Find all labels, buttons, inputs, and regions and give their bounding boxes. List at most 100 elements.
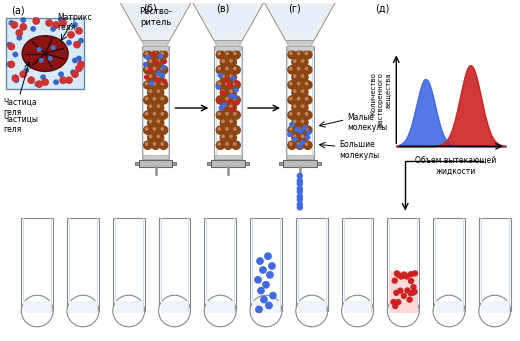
Circle shape (231, 76, 235, 80)
Circle shape (398, 288, 403, 293)
Circle shape (290, 143, 292, 145)
Circle shape (224, 81, 232, 89)
Bar (23, 301, 51, 313)
Circle shape (71, 70, 75, 74)
Text: Раство-
ритель: Раство- ритель (139, 7, 172, 27)
Circle shape (222, 75, 224, 77)
Polygon shape (268, 4, 332, 39)
Circle shape (294, 135, 296, 137)
Circle shape (232, 66, 240, 74)
Circle shape (222, 120, 224, 122)
Circle shape (37, 48, 41, 51)
Circle shape (8, 61, 15, 68)
Circle shape (294, 120, 296, 122)
Circle shape (393, 303, 398, 309)
Text: (в): (в) (216, 3, 230, 13)
Circle shape (305, 128, 308, 130)
Circle shape (261, 296, 267, 303)
Bar (161, 301, 188, 313)
Circle shape (297, 128, 300, 130)
Circle shape (162, 65, 165, 69)
Circle shape (63, 54, 67, 59)
Circle shape (23, 50, 28, 55)
Circle shape (218, 52, 220, 55)
Circle shape (60, 20, 66, 26)
Text: Частицы
геля: Частицы геля (3, 115, 38, 134)
Circle shape (230, 75, 232, 77)
Circle shape (302, 60, 304, 62)
Circle shape (305, 143, 308, 145)
Text: Малые
молекулы: Малые молекулы (347, 113, 387, 132)
Circle shape (153, 128, 155, 130)
Polygon shape (264, 1, 336, 41)
Circle shape (59, 18, 63, 22)
Circle shape (145, 75, 149, 79)
Circle shape (297, 83, 300, 85)
Text: (а): (а) (11, 5, 25, 15)
Circle shape (144, 66, 152, 74)
Bar (67, 218, 99, 311)
Circle shape (396, 272, 401, 277)
Bar (6, 18, 84, 89)
Circle shape (226, 98, 228, 100)
Circle shape (232, 81, 240, 89)
Circle shape (159, 126, 167, 134)
Circle shape (163, 79, 166, 83)
Circle shape (151, 141, 160, 149)
Circle shape (155, 78, 160, 82)
Circle shape (216, 66, 225, 74)
Circle shape (232, 96, 240, 104)
Circle shape (224, 111, 232, 119)
Ellipse shape (22, 36, 68, 71)
Circle shape (305, 113, 308, 115)
Bar (433, 218, 465, 311)
Polygon shape (192, 1, 264, 41)
Circle shape (151, 126, 160, 134)
Circle shape (220, 88, 229, 97)
Circle shape (297, 186, 302, 191)
Circle shape (66, 77, 72, 83)
Circle shape (295, 128, 299, 132)
Circle shape (288, 132, 292, 136)
Circle shape (159, 81, 167, 89)
Circle shape (226, 68, 228, 70)
Circle shape (33, 18, 40, 24)
Bar (296, 218, 328, 311)
Circle shape (9, 21, 14, 25)
Circle shape (300, 134, 308, 142)
Circle shape (297, 52, 300, 55)
Circle shape (216, 81, 225, 89)
Circle shape (7, 43, 11, 47)
Circle shape (224, 96, 232, 104)
Circle shape (153, 83, 155, 85)
Circle shape (233, 128, 236, 130)
Circle shape (265, 253, 271, 259)
Circle shape (232, 141, 240, 149)
Circle shape (296, 141, 304, 149)
Circle shape (149, 120, 152, 122)
Bar (206, 301, 234, 313)
Circle shape (220, 58, 229, 66)
Circle shape (230, 120, 232, 122)
Bar (287, 46, 313, 49)
Circle shape (234, 88, 238, 92)
Circle shape (288, 141, 296, 149)
Circle shape (151, 96, 160, 104)
Circle shape (144, 126, 152, 134)
Circle shape (67, 41, 71, 45)
Circle shape (218, 113, 220, 115)
Circle shape (31, 27, 35, 31)
Ellipse shape (342, 295, 373, 327)
Circle shape (21, 18, 25, 22)
Circle shape (394, 271, 399, 276)
Circle shape (72, 71, 78, 77)
Circle shape (292, 88, 300, 97)
Circle shape (399, 274, 404, 279)
Circle shape (220, 134, 229, 142)
Circle shape (49, 62, 54, 66)
Circle shape (226, 83, 228, 85)
Circle shape (304, 141, 312, 149)
Circle shape (59, 72, 63, 76)
Circle shape (255, 277, 261, 283)
Bar (207, 162, 211, 165)
